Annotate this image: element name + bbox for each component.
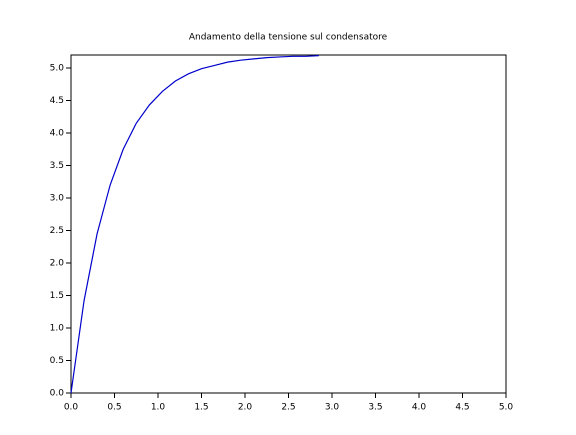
y-tick-label: 1.0 xyxy=(50,324,65,334)
y-tick-label: 5.0 xyxy=(50,64,65,74)
y-tick-label: 0.0 xyxy=(50,389,65,399)
x-tick-label: 2.0 xyxy=(238,403,253,413)
x-tick-label: 0.0 xyxy=(64,403,79,413)
x-tick-label: 5.0 xyxy=(499,403,514,413)
plot-frame xyxy=(70,54,507,394)
x-tick-label: 0.5 xyxy=(107,403,121,413)
x-tick-label: 3.0 xyxy=(325,403,340,413)
y-tick-label: 2.5 xyxy=(50,226,64,236)
y-tick-label: 1.5 xyxy=(50,291,64,301)
y-tick-label: 4.5 xyxy=(50,96,64,106)
chart-title: Andamento della tensione sul condensator… xyxy=(189,33,388,43)
x-tick-label: 3.5 xyxy=(368,403,382,413)
y-tick-label: 0.5 xyxy=(50,356,64,366)
x-tick-label: 4.5 xyxy=(455,403,469,413)
y-tick-label: 2.0 xyxy=(50,259,65,269)
x-tick-label: 1.5 xyxy=(194,403,208,413)
x-tick-label: 2.5 xyxy=(281,403,295,413)
x-tick-label: 1.0 xyxy=(151,403,166,413)
x-tick-label: 4.0 xyxy=(412,403,427,413)
y-tick-label: 3.5 xyxy=(50,161,64,171)
y-tick-label: 3.0 xyxy=(50,194,65,204)
y-tick-label: 4.0 xyxy=(50,129,65,139)
line-series xyxy=(70,55,319,394)
